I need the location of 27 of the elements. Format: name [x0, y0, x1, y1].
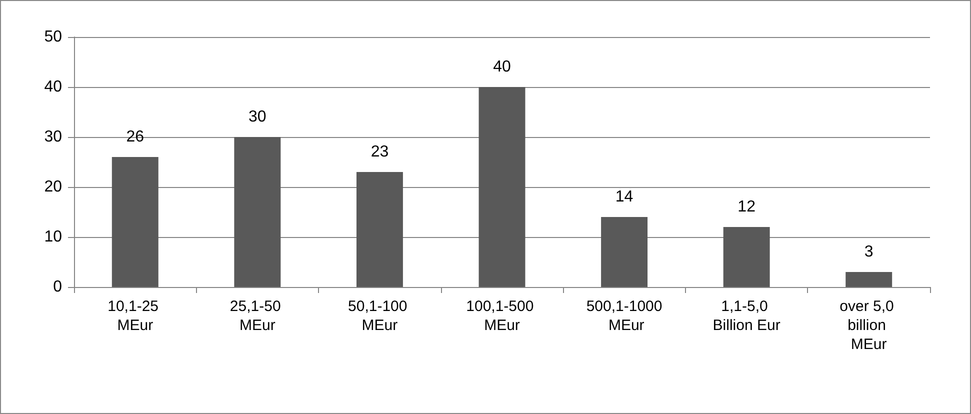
- bar: [234, 137, 281, 287]
- data-label: 40: [493, 58, 511, 76]
- bar: [723, 227, 770, 287]
- bar: [356, 172, 403, 287]
- x-tick-label: 1,1-5,0 Billion Eur: [712, 298, 780, 334]
- data-label: 30: [248, 108, 266, 126]
- bar: [112, 157, 158, 287]
- x-tick-label: 25,1-50 MEur: [230, 298, 285, 334]
- x-tick-label: 10,1-25 MEur: [108, 298, 163, 334]
- data-label: 26: [126, 128, 144, 146]
- data-label: 3: [864, 244, 874, 260]
- x-tick-label: 100,1-500 MEur: [466, 298, 538, 334]
- data-label: 23: [370, 144, 389, 160]
- y-tick-label: 40: [44, 78, 62, 96]
- x-tick-label: 500,1-1000 MEur: [586, 298, 662, 334]
- y-tick-label: 20: [44, 178, 62, 196]
- data-label: 14: [615, 188, 634, 206]
- y-tick-label: 30: [44, 128, 62, 146]
- y-tick-label: 0: [53, 278, 62, 296]
- x-tick-label: over 5,0 billion MEur: [840, 298, 898, 353]
- x-tick-label: 50,1-100 MEur: [348, 298, 412, 334]
- data-label: 12: [738, 198, 756, 216]
- y-tick-label: 10: [44, 228, 62, 246]
- bar: [846, 272, 892, 287]
- y-tick-label: 50: [44, 28, 62, 46]
- bar: [601, 217, 648, 287]
- bar: [478, 87, 526, 287]
